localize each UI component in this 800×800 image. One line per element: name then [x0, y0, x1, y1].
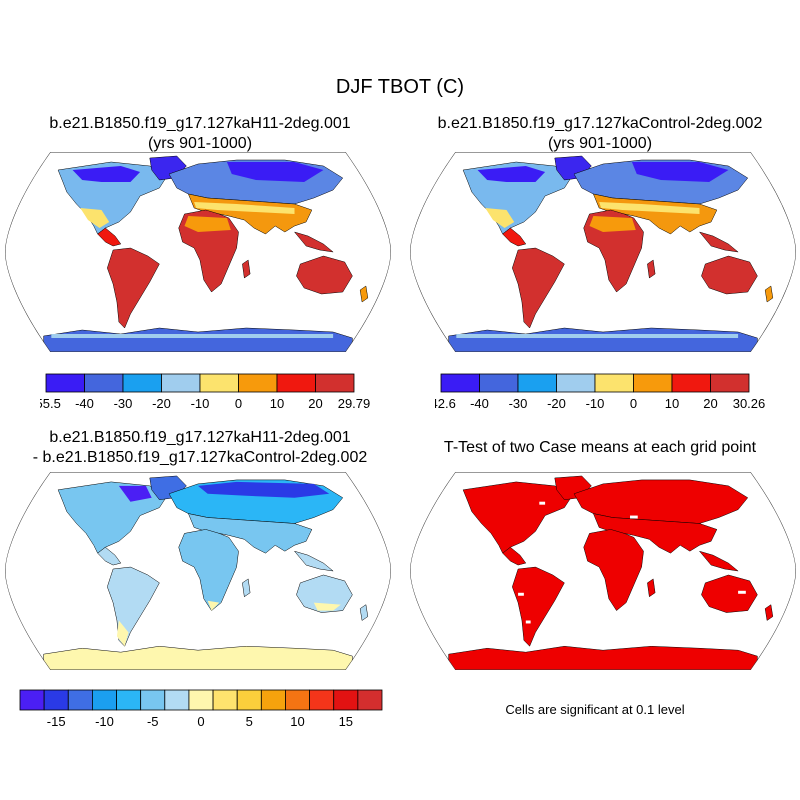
case1-colorbar-label-8: 29.79	[338, 396, 370, 411]
panel-title-ttest: T-Test of two Case means at each grid po…	[400, 438, 800, 458]
case2-colorbar-box-7	[710, 373, 750, 393]
case2-colorbar-label-5: 0	[630, 396, 637, 411]
case2-colorbar-box-2	[517, 373, 557, 393]
case1-colorbar-box-5	[238, 373, 278, 393]
case1-colorbar-box-2	[122, 373, 162, 393]
case1-colorbar-label-3: -20	[152, 396, 171, 411]
difference-colorbar-label-5: 10	[290, 714, 304, 729]
case2-colorbar-box-1	[479, 373, 519, 393]
panel-title-difference: b.e21.B1850.f19_g17.127kaH11-2deg.001 - …	[0, 428, 400, 468]
difference-colorbar-label-1: -10	[95, 714, 114, 729]
case2-colorbar-label-2: -30	[509, 396, 528, 411]
difference-colorbar-box-7	[188, 689, 214, 711]
difference-colorbar-box-10	[260, 689, 286, 711]
map-difference-field	[5, 472, 391, 670]
difference-colorbar-box-4	[116, 689, 142, 711]
difference-colorbar-box-13	[333, 689, 359, 711]
panel-title-case2: b.e21.B1850.f19_g17.127kaControl-2deg.00…	[400, 114, 800, 154]
difference-colorbar-label-3: 0	[197, 714, 204, 729]
difference-colorbar-box-6	[164, 689, 190, 711]
colorbar-case2: -42.6 -40 -30 -20 -10 0 10 20 30.26	[435, 373, 765, 411]
case1-colorbar-box-0	[45, 373, 85, 393]
colorbar-case1: -55.5 -40 -30 -20 -10 0 10 20 29.79	[40, 373, 370, 411]
difference-colorbar-label-6: 15	[339, 714, 353, 729]
difference-colorbar-label-0: -15	[47, 714, 66, 729]
panel-title-case2-line1: b.e21.B1850.f19_g17.127kaControl-2deg.00…	[437, 115, 763, 132]
difference-colorbar-box-3	[92, 689, 117, 711]
panel-title-case1: b.e21.B1850.f19_g17.127kaH11-2deg.001 (y…	[0, 114, 400, 154]
case1-colorbar-box-1	[84, 373, 124, 393]
map-ttest	[410, 472, 796, 670]
case2-colorbar-box-3	[556, 373, 596, 393]
panel-title-difference-line1: b.e21.B1850.f19_g17.127kaH11-2deg.001	[49, 429, 351, 446]
map-ttest-field	[410, 472, 796, 670]
case2-colorbar-label-7: 20	[703, 396, 717, 411]
panel-title-difference-line2: - b.e21.B1850.f19_g17.127kaControl-2deg.…	[32, 449, 368, 466]
case2-colorbar-label-3: -20	[547, 396, 566, 411]
case2-colorbar-label-1: -40	[470, 396, 489, 411]
difference-colorbar-box-0	[19, 689, 45, 711]
difference-colorbar-label-2: -5	[147, 714, 159, 729]
case1-colorbar-label-4: -10	[191, 396, 210, 411]
difference-colorbar-box-8	[212, 689, 238, 711]
case2-colorbar-label-4: -10	[586, 396, 605, 411]
difference-colorbar-label-4: 5	[246, 714, 253, 729]
map-case1	[5, 152, 391, 352]
difference-colorbar-box-11	[285, 689, 311, 711]
case1-colorbar-label-0: -55.5	[40, 396, 61, 411]
panel-title-case1-line2: (yrs 901-1000)	[147, 135, 253, 152]
case2-colorbar-box-4	[594, 373, 634, 393]
case1-colorbar-box-4	[199, 373, 239, 393]
case2-colorbar-label-8: 30.26	[733, 396, 765, 411]
map-difference	[5, 472, 391, 670]
case1-colorbar-box-6	[276, 373, 316, 393]
map-case2-field	[410, 152, 796, 352]
panel-title-case1-line1: b.e21.B1850.f19_g17.127kaH11-2deg.001	[49, 115, 351, 132]
difference-colorbar-box-12	[309, 689, 335, 711]
colorbar-difference: -15 -10 -5 0 5 10 15	[19, 689, 383, 729]
significance-note: Cells are significant at 0.1 level	[505, 702, 685, 717]
difference-colorbar-box-5	[140, 689, 166, 711]
case2-colorbar-label-0: -42.6	[435, 396, 456, 411]
case1-colorbar-box-3	[161, 373, 201, 393]
difference-colorbar-box-9	[236, 689, 262, 711]
case1-colorbar-label-2: -30	[114, 396, 133, 411]
case1-colorbar-label-7: 20	[308, 396, 322, 411]
difference-colorbar-box-14	[357, 689, 383, 711]
figure-title: DJF TBOT (C)	[335, 76, 465, 98]
map-case2	[410, 152, 796, 352]
panel-title-ttest-line1: T-Test of two Case means at each grid po…	[443, 439, 757, 456]
panel-title-case2-line2: (yrs 901-1000)	[547, 135, 653, 152]
case2-colorbar-label-6: 10	[665, 396, 679, 411]
case1-colorbar-label-6: 10	[270, 396, 284, 411]
case1-colorbar-label-1: -40	[75, 396, 94, 411]
case2-colorbar-box-5	[633, 373, 673, 393]
case2-colorbar-box-0	[440, 373, 480, 393]
case1-colorbar-box-7	[315, 373, 355, 393]
difference-colorbar-box-1	[43, 689, 69, 711]
case1-colorbar-label-5: 0	[235, 396, 242, 411]
case2-colorbar-box-6	[671, 373, 711, 393]
difference-colorbar-box-2	[67, 689, 93, 711]
map-case1-field	[5, 152, 391, 352]
